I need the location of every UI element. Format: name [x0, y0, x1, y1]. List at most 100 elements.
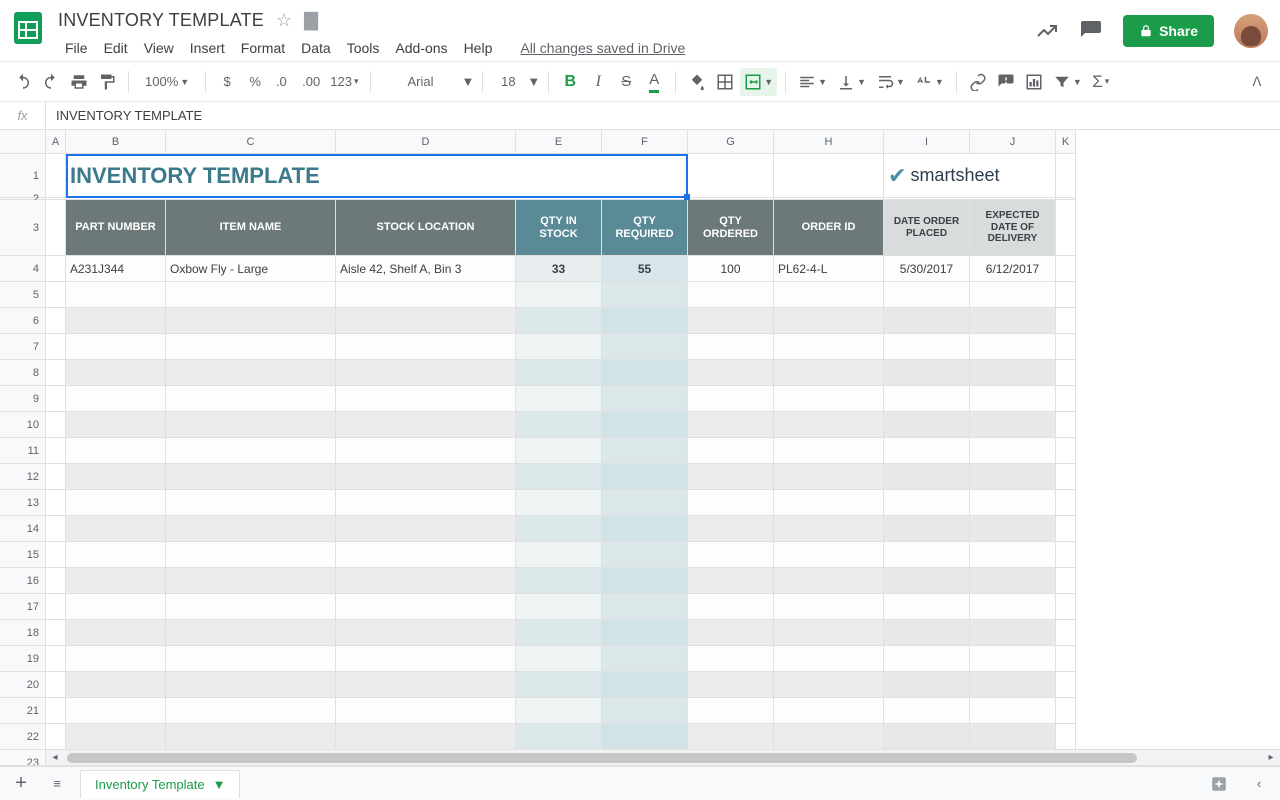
- row-header[interactable]: 7: [0, 334, 46, 360]
- cell[interactable]: [602, 334, 688, 360]
- cell[interactable]: [66, 360, 166, 386]
- cell[interactable]: [516, 724, 602, 750]
- cell[interactable]: [516, 620, 602, 646]
- cell[interactable]: [884, 568, 970, 594]
- cell[interactable]: [602, 490, 688, 516]
- cell[interactable]: [884, 594, 970, 620]
- cell[interactable]: [774, 698, 884, 724]
- collapse-toolbar-button[interactable]: ᐱ: [1244, 68, 1270, 96]
- cell[interactable]: [336, 724, 516, 750]
- cell[interactable]: [516, 308, 602, 334]
- cell[interactable]: [516, 672, 602, 698]
- cell[interactable]: [46, 256, 66, 282]
- cell[interactable]: [166, 282, 336, 308]
- cell[interactable]: [66, 542, 166, 568]
- cell[interactable]: [1056, 154, 1076, 198]
- print-button[interactable]: [66, 68, 92, 96]
- cell[interactable]: [970, 516, 1056, 542]
- cell[interactable]: [602, 412, 688, 438]
- cell[interactable]: [516, 360, 602, 386]
- cell[interactable]: [774, 724, 884, 750]
- cell[interactable]: [884, 516, 970, 542]
- cell[interactable]: [66, 438, 166, 464]
- menu-addons[interactable]: Add-ons: [388, 36, 454, 60]
- cell[interactable]: [774, 308, 884, 334]
- cell[interactable]: [516, 646, 602, 672]
- cell[interactable]: [166, 360, 336, 386]
- cell[interactable]: [970, 698, 1056, 724]
- cell[interactable]: [602, 542, 688, 568]
- row-header[interactable]: 16: [0, 568, 46, 594]
- row-header[interactable]: 6: [0, 308, 46, 334]
- cell[interactable]: [774, 594, 884, 620]
- cell[interactable]: [166, 334, 336, 360]
- cell[interactable]: [46, 308, 66, 334]
- cell[interactable]: [774, 360, 884, 386]
- cell[interactable]: [516, 594, 602, 620]
- cell[interactable]: [884, 646, 970, 672]
- cell[interactable]: [46, 542, 66, 568]
- cell[interactable]: [166, 620, 336, 646]
- cell[interactable]: [602, 620, 688, 646]
- cell[interactable]: [336, 698, 516, 724]
- row-header[interactable]: 22: [0, 724, 46, 750]
- cell[interactable]: [66, 490, 166, 516]
- cell[interactable]: [884, 464, 970, 490]
- cell[interactable]: [774, 282, 884, 308]
- cell[interactable]: [970, 282, 1056, 308]
- cell[interactable]: [688, 698, 774, 724]
- cell[interactable]: [884, 724, 970, 750]
- cell[interactable]: [774, 438, 884, 464]
- cell[interactable]: [336, 308, 516, 334]
- cell[interactable]: [602, 516, 688, 542]
- cell[interactable]: [1056, 724, 1076, 750]
- cell[interactable]: [688, 282, 774, 308]
- horizontal-align-button[interactable]: ▼: [794, 68, 831, 96]
- move-folder-icon[interactable]: ▇: [304, 10, 318, 31]
- cell[interactable]: [1056, 360, 1076, 386]
- cell[interactable]: [884, 360, 970, 386]
- cell[interactable]: [688, 594, 774, 620]
- cell[interactable]: [774, 646, 884, 672]
- strikethrough-button[interactable]: S: [613, 68, 639, 96]
- cell[interactable]: [1056, 334, 1076, 360]
- cell[interactable]: [66, 568, 166, 594]
- cell[interactable]: [166, 672, 336, 698]
- cell[interactable]: [884, 412, 970, 438]
- cell[interactable]: [774, 412, 884, 438]
- cell-expected-delivery[interactable]: 6/12/2017: [970, 256, 1056, 282]
- cell[interactable]: [516, 334, 602, 360]
- cell[interactable]: [166, 594, 336, 620]
- col-header[interactable]: K: [1056, 130, 1076, 154]
- cell[interactable]: [516, 698, 602, 724]
- cell[interactable]: [336, 360, 516, 386]
- explore-button[interactable]: [1206, 770, 1232, 798]
- cell[interactable]: [516, 568, 602, 594]
- cell[interactable]: [688, 154, 774, 198]
- col-header[interactable]: I: [884, 130, 970, 154]
- cell[interactable]: [970, 464, 1056, 490]
- cell[interactable]: [336, 542, 516, 568]
- col-header[interactable]: E: [516, 130, 602, 154]
- menu-file[interactable]: File: [58, 36, 95, 60]
- format-currency-button[interactable]: $: [214, 68, 240, 96]
- cell[interactable]: [688, 620, 774, 646]
- cell[interactable]: [336, 386, 516, 412]
- cell[interactable]: [336, 334, 516, 360]
- cell[interactable]: [774, 568, 884, 594]
- cell[interactable]: [1056, 308, 1076, 334]
- functions-button[interactable]: Σ▾: [1088, 68, 1114, 96]
- cell[interactable]: [66, 646, 166, 672]
- cell[interactable]: [336, 490, 516, 516]
- cell[interactable]: [66, 412, 166, 438]
- cell[interactable]: [66, 724, 166, 750]
- col-header[interactable]: C: [166, 130, 336, 154]
- cell[interactable]: [166, 386, 336, 412]
- cell[interactable]: [166, 542, 336, 568]
- cell[interactable]: [970, 386, 1056, 412]
- cell[interactable]: [516, 386, 602, 412]
- select-all-corner[interactable]: [0, 130, 46, 154]
- cell[interactable]: [516, 542, 602, 568]
- row-header[interactable]: 20: [0, 672, 46, 698]
- row-header[interactable]: 17: [0, 594, 46, 620]
